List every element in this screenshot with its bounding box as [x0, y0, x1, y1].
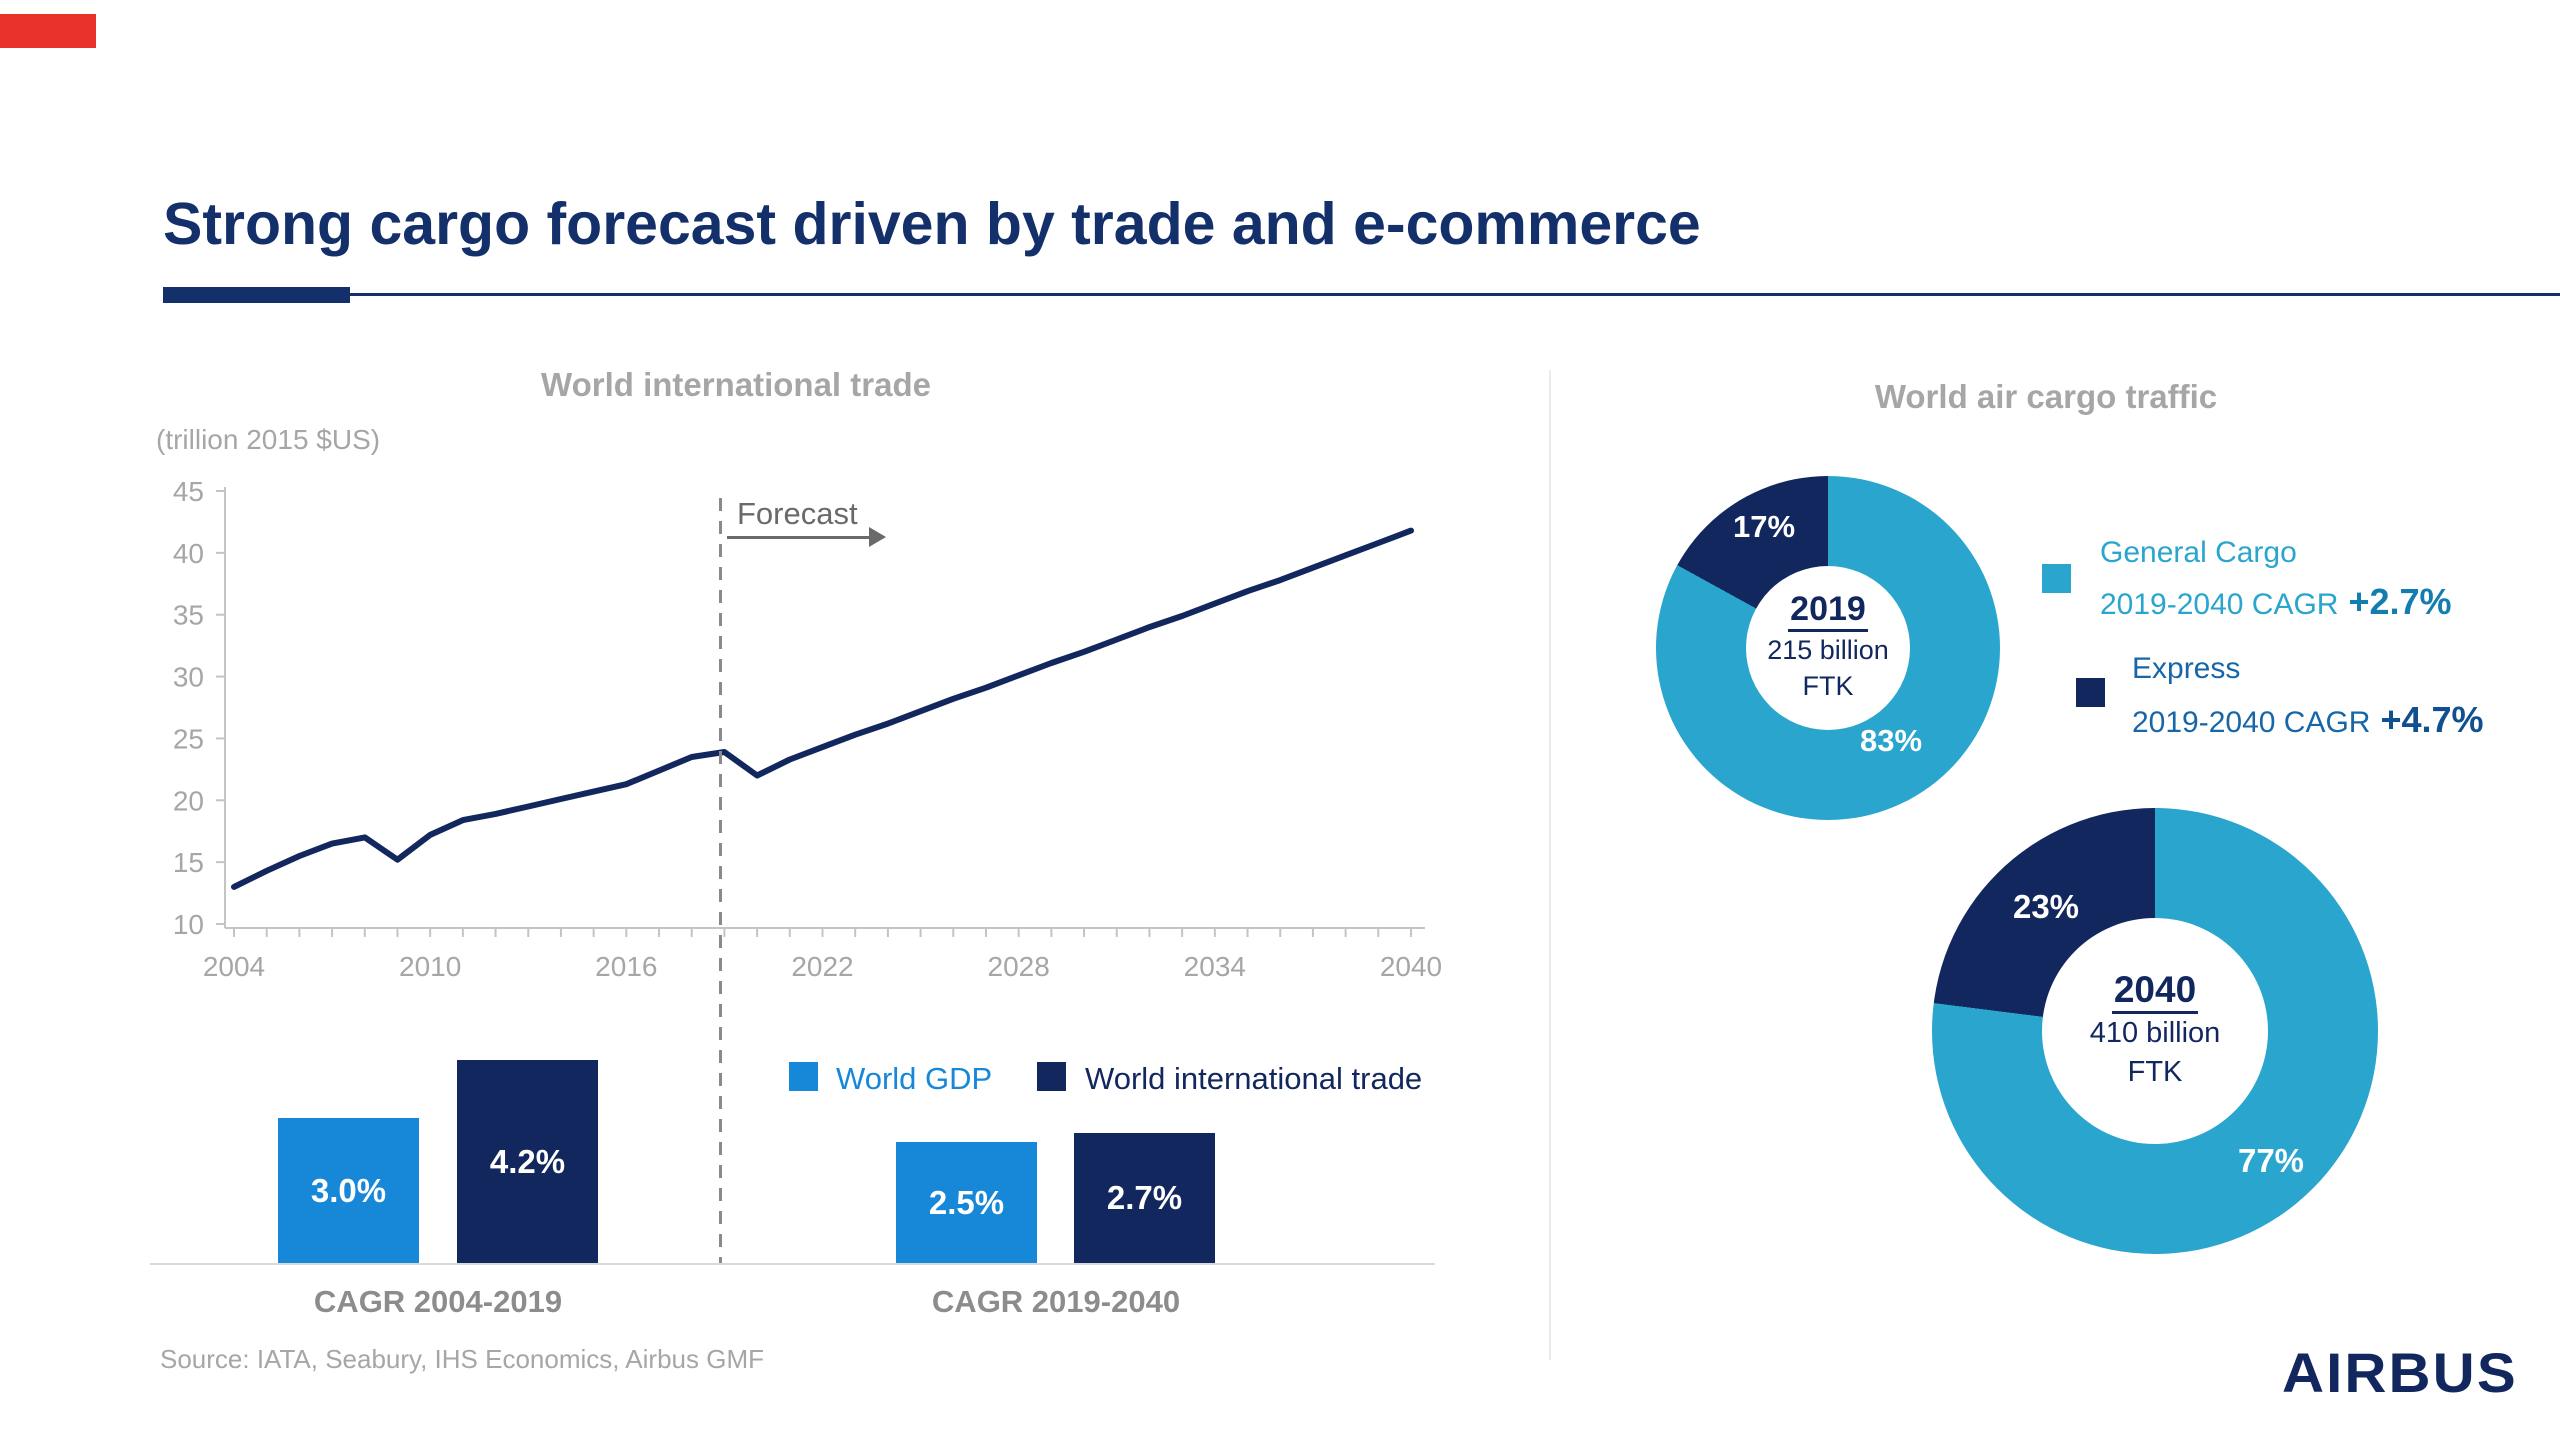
cagr-label: 2019-2040 CAGR — [2100, 588, 2339, 621]
donut-2040-year: 2040 — [2111, 969, 2199, 1014]
legend-label-general-cargo: General Cargo — [2100, 536, 2297, 569]
donut-2040: 2040 410 billion FTK — [1932, 808, 2378, 1254]
cargo-chart-title: World air cargo traffic — [1874, 378, 2218, 415]
donut-2040-center: 2040 410 billion FTK — [2042, 918, 2268, 1144]
airbus-logo: AIRBUS — [2282, 1341, 2518, 1404]
bar-value-label: 3.0% — [310, 1171, 387, 1209]
x-tick-label: 2004 — [203, 951, 265, 982]
y-tick-label: 30 — [173, 662, 204, 693]
legend-label-world-trade: World international trade — [1085, 1061, 1423, 1096]
y-tick-label: 20 — [173, 785, 204, 816]
slice-label-express-2019: 17% — [1732, 509, 1796, 544]
y-tick-label: 35 — [173, 600, 204, 631]
donut-2019-value: 215 billion — [1767, 634, 1889, 665]
cagr-value: +4.7% — [2380, 699, 2484, 740]
bar-world-trade-2004-2019: 4.2% — [457, 1060, 598, 1263]
x-tick-label: 2022 — [791, 951, 853, 982]
y-tick-label: 45 — [173, 476, 204, 507]
bar-value-label: 2.5% — [928, 1183, 1005, 1221]
bar-chart-baseline — [150, 1263, 1435, 1265]
page-title: Strong cargo forecast driven by trade an… — [163, 191, 1701, 257]
y-tick-label: 25 — [173, 723, 204, 754]
slice-label-general-2040: 77% — [2237, 1142, 2305, 1179]
x-tick-label: 2010 — [399, 951, 461, 982]
y-tick-label: 10 — [173, 909, 204, 940]
title-rule-accent — [163, 287, 350, 303]
donut-2040-unit: FTK — [2127, 1055, 2183, 1088]
bar-value-label: 2.7% — [1106, 1179, 1183, 1216]
bar-value-label: 4.2% — [489, 1142, 566, 1180]
bar-world-gdp-2004-2019: 3.0% — [278, 1118, 419, 1263]
x-tick-label: 2040 — [1380, 951, 1442, 982]
donut-2019-unit: FTK — [1802, 671, 1854, 702]
legend-swatch-world-trade — [1037, 1062, 1066, 1091]
legend-swatch-world-gdp — [789, 1062, 818, 1091]
legend-swatch-general-cargo — [2042, 564, 2071, 593]
slice-label-general-2019: 83% — [1859, 723, 1923, 758]
trade-chart-unit-label: (trillion 2015 $US) — [156, 424, 381, 455]
donut-2019-center: 2019 215 billion FTK — [1746, 566, 1910, 730]
x-tick-label: 2016 — [595, 951, 657, 982]
section-separator — [1549, 370, 1551, 1360]
x-tick-label: 2034 — [1184, 951, 1246, 982]
y-tick-label: 40 — [173, 538, 204, 569]
slice-label-express-2040: 23% — [2012, 888, 2080, 925]
bar-group-label-2004-2019: CAGR 2004-2019 — [313, 1284, 563, 1319]
legend-cagr-general-cargo: 2019-2040 CAGR +2.7% — [2100, 581, 2452, 623]
donut-2019: 2019 215 billion FTK — [1656, 476, 2000, 820]
x-tick-label: 2028 — [988, 951, 1050, 982]
legend-swatch-express — [2076, 678, 2105, 707]
trade-line-series — [231, 527, 1414, 890]
bar-world-gdp-2019-2040: 2.5% — [896, 1142, 1037, 1263]
donut-2040-value: 410 billion — [2089, 1016, 2221, 1049]
forecast-arrow-head-icon — [869, 527, 886, 547]
legend-label-world-gdp: World GDP — [836, 1061, 993, 1096]
trade-chart-title: World international trade — [541, 366, 931, 403]
forecast-arrow — [727, 536, 873, 539]
bar-group-label-2019-2040: CAGR 2019-2040 — [931, 1284, 1181, 1319]
legend-label-express: Express — [2132, 652, 2241, 685]
bar-world-trade-2019-2040: 2.7% — [1074, 1133, 1215, 1263]
red-corner-accent — [0, 14, 96, 48]
forecast-divider-line — [719, 498, 722, 1265]
cagr-value: +2.7% — [2348, 581, 2452, 622]
donut-2019-year: 2019 — [1788, 590, 1868, 632]
title-rule — [163, 293, 2560, 296]
trade-line-chart: 10 15 20 25 30 35 40 45 2004 2010 2016 2022 2028 2034… — [173, 476, 1442, 982]
forecast-label: Forecast — [737, 496, 858, 531]
legend-cagr-express: 2019-2040 CAGR +4.7% — [2132, 699, 2484, 741]
cagr-label: 2019-2040 CAGR — [2132, 706, 2371, 739]
source-note: Source: IATA, Seabury, IHS Economics, Ai… — [160, 1344, 764, 1374]
y-tick-label: 15 — [173, 847, 204, 878]
